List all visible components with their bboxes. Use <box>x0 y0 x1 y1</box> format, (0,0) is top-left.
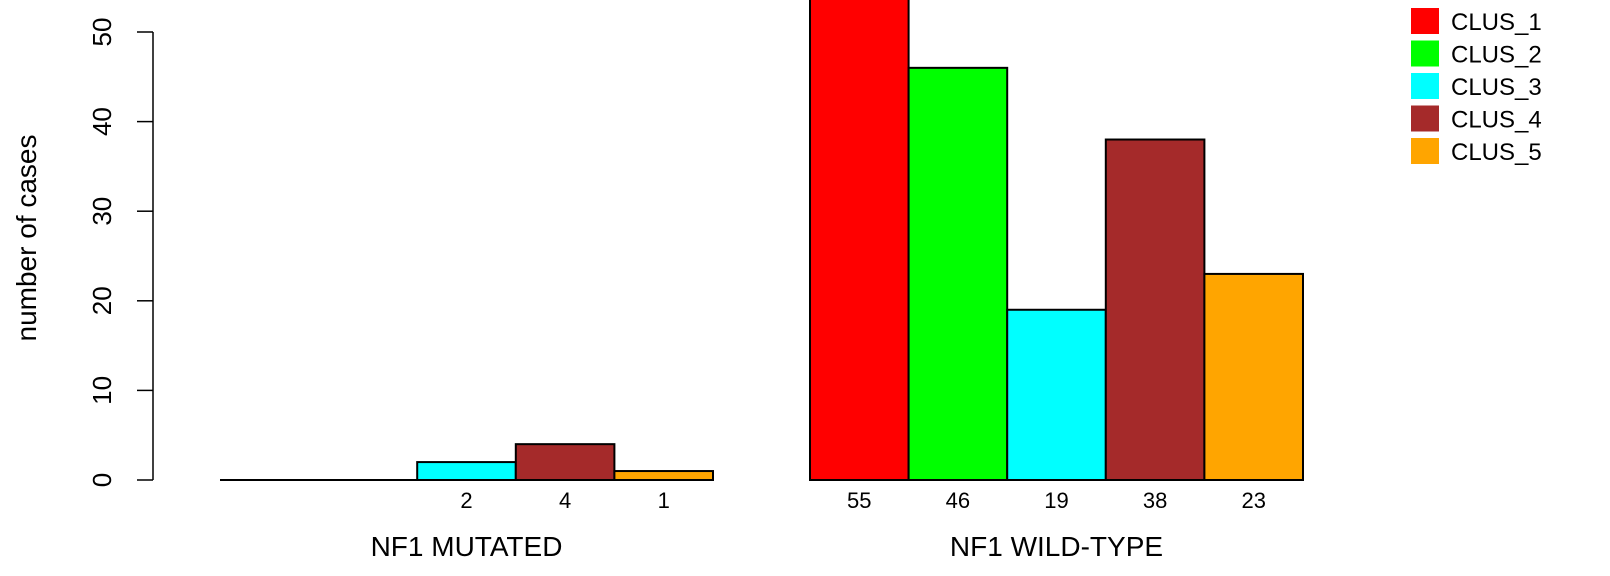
y-tick-label: 40 <box>87 107 117 136</box>
bar <box>1006 308 1107 482</box>
bar <box>416 461 517 481</box>
y-tick-label: 0 <box>87 473 117 487</box>
bar-labels: 2 4 1 NF1 MUTATED 55 46 19 38 23 NF1 WILD-TYPE <box>371 488 1266 562</box>
legend-swatch <box>1411 138 1439 164</box>
bar <box>613 470 715 482</box>
bar-count-label: 19 <box>1044 488 1068 513</box>
legend-swatch <box>1411 40 1439 67</box>
legend-label: CLUS_5 <box>1451 139 1542 166</box>
bar <box>514 443 616 482</box>
bar-count-label: 1 <box>658 488 670 513</box>
group-label: NF1 MUTATED <box>371 531 563 562</box>
bar <box>809 0 910 481</box>
y-axis: 0 10 20 30 40 50 <box>87 18 154 487</box>
legend-label: CLUS_4 <box>1451 107 1542 134</box>
legend-swatch <box>1411 8 1439 34</box>
bar <box>907 66 1009 481</box>
bar-count-label: 2 <box>460 488 472 513</box>
bar-count-label: 46 <box>946 488 970 513</box>
bars <box>220 0 1305 482</box>
legend-label: CLUS_2 <box>1451 42 1542 69</box>
legend-label: CLUS_1 <box>1451 9 1542 36</box>
y-axis-title: number of cases <box>11 135 42 342</box>
y-tick-label: 50 <box>87 18 117 47</box>
bar-count-label: 4 <box>559 488 571 513</box>
legend: CLUS_1 CLUS_2 CLUS_3 CLUS_4 CLUS_5 <box>1411 8 1542 166</box>
legend-label: CLUS_3 <box>1451 74 1542 101</box>
bar-count-label: 55 <box>847 488 871 513</box>
bar-count-label: 23 <box>1241 488 1265 513</box>
legend-swatch <box>1411 73 1439 99</box>
y-tick-label: 30 <box>87 197 117 226</box>
y-tick-label: 20 <box>87 286 117 315</box>
group-label: NF1 WILD-TYPE <box>950 531 1163 562</box>
bar <box>1104 138 1206 482</box>
bar <box>1203 272 1305 482</box>
y-tick-label: 10 <box>87 376 117 405</box>
legend-swatch <box>1411 105 1439 132</box>
bar-count-label: 38 <box>1143 488 1167 513</box>
